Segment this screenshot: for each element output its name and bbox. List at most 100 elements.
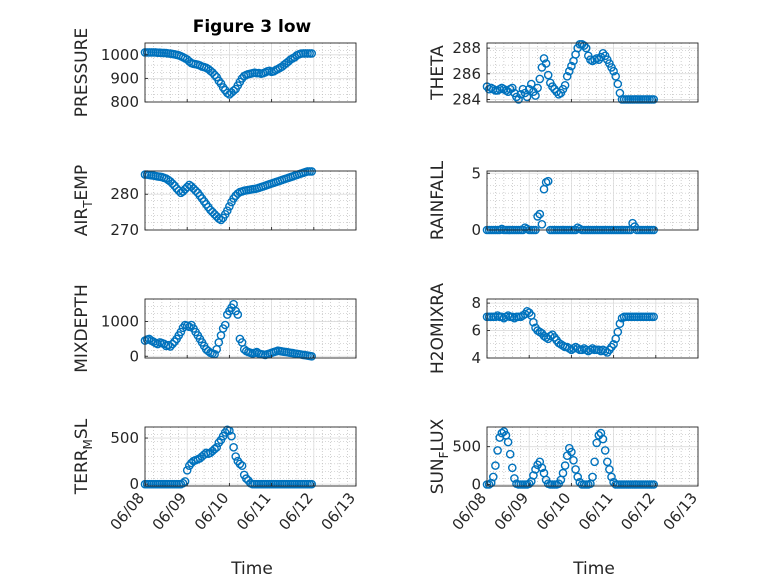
data-point <box>649 480 659 489</box>
data-point <box>567 61 576 71</box>
data-point <box>529 317 538 327</box>
data-point <box>491 461 500 470</box>
data-point <box>210 444 219 454</box>
data-point <box>594 55 604 65</box>
data-point <box>590 457 599 467</box>
data-point <box>539 54 549 63</box>
y-axis-label: PRESSURE <box>72 28 92 117</box>
y-tick-label: 280 <box>110 185 139 203</box>
y-tick-label: 0 <box>471 221 481 239</box>
data-point <box>165 342 175 351</box>
data-point <box>531 91 540 100</box>
data-point <box>600 446 610 455</box>
y-tick-label: 6 <box>471 322 481 340</box>
data-point <box>586 345 595 355</box>
data-point <box>588 472 597 482</box>
y-tick-label: 8 <box>471 294 481 312</box>
axes-box <box>144 170 357 231</box>
data-point <box>527 79 536 89</box>
data-point <box>613 79 623 89</box>
data-point <box>507 83 517 93</box>
data-point <box>235 459 245 469</box>
data-point <box>180 477 190 486</box>
data-point <box>227 431 236 441</box>
y-axis-label: RAINFALL <box>428 160 448 240</box>
data-point <box>510 474 519 483</box>
data-point <box>649 95 659 104</box>
data-point <box>524 479 534 489</box>
axes-box <box>486 298 699 359</box>
data-point <box>178 478 188 488</box>
y-tick-label: 284 <box>452 90 481 108</box>
data-point <box>535 74 545 84</box>
data-point <box>550 84 559 94</box>
y-tick-label: 4 <box>471 349 481 367</box>
x-tick-label: 06/11 <box>233 489 275 534</box>
data-point <box>611 72 621 81</box>
data-point <box>560 81 570 90</box>
y-tick-label: 0 <box>471 475 481 493</box>
data-point <box>488 472 498 482</box>
data-point <box>524 84 534 94</box>
data-point <box>573 344 583 353</box>
data-point <box>560 461 570 470</box>
data-point <box>503 437 513 447</box>
x-tick-label: 06/10 <box>533 489 575 534</box>
x-tick-label: 06/11 <box>575 489 617 534</box>
y-tick-label: 286 <box>452 65 481 83</box>
subplot-pressure: 800 900 1000 PRESSURE <box>72 28 357 117</box>
data-point <box>567 447 576 457</box>
x-tick-label: 06/12 <box>617 489 659 534</box>
data-point <box>184 322 194 332</box>
data-point <box>541 59 551 68</box>
data-point <box>577 345 587 355</box>
y-tick-label: 1000 <box>101 313 139 331</box>
data-point <box>615 319 625 329</box>
data-point <box>543 70 553 80</box>
x-axis-label-right: Time <box>572 559 615 579</box>
subplot-terr_msl: 0 500 06/08 06/09 06/10 06/11 06/12 06/13 TERRMS… <box>72 418 359 533</box>
y-axis-label: THETA <box>428 45 448 101</box>
data-point <box>609 339 618 349</box>
y-axis-label: SUNFLUX <box>428 418 451 494</box>
data-point <box>210 70 219 80</box>
y-tick-label: 800 <box>110 93 139 111</box>
data-point <box>562 72 572 81</box>
x-tick-label: 06/13 <box>317 489 359 534</box>
subplot-air_temp: 270 280 AIRTEMP <box>72 165 357 239</box>
x-axis-label-left: Time <box>230 559 273 579</box>
data-point <box>507 312 517 322</box>
data-point <box>497 312 507 322</box>
subplot-rainfall: 0 5 RAINFALL <box>428 160 699 240</box>
data-point <box>507 463 517 473</box>
x-tick-label: 06/08 <box>106 489 148 534</box>
figure-title: Figure 3 low <box>193 17 312 37</box>
x-tick-label: 06/08 <box>448 489 490 534</box>
data-point <box>600 346 610 356</box>
subplot-h2omixra: 4 6 8 H2OMIXRA <box>428 283 699 374</box>
data-point <box>176 327 186 337</box>
data-point <box>573 472 583 482</box>
subplot-mixdepth: 0 1000 MIXDEPTH <box>72 284 357 373</box>
y-axis-label: TERRMSL <box>72 418 95 495</box>
data-point <box>505 449 515 459</box>
y-tick-label: 500 <box>110 429 139 447</box>
data-point <box>605 465 614 474</box>
data-point <box>609 66 618 76</box>
data-point <box>649 312 659 322</box>
data-point <box>598 49 608 58</box>
y-axis-label: H2OMIXRA <box>428 283 448 374</box>
data-point <box>607 472 616 482</box>
data-point <box>241 474 251 483</box>
data-point <box>222 206 232 215</box>
x-tick-label: 06/10 <box>191 489 233 534</box>
y-tick-label: 900 <box>110 69 139 87</box>
data-point <box>548 82 557 91</box>
y-tick-label: 0 <box>129 347 139 365</box>
data-point <box>598 434 608 444</box>
axes-box <box>486 170 699 231</box>
data-point <box>581 43 591 53</box>
